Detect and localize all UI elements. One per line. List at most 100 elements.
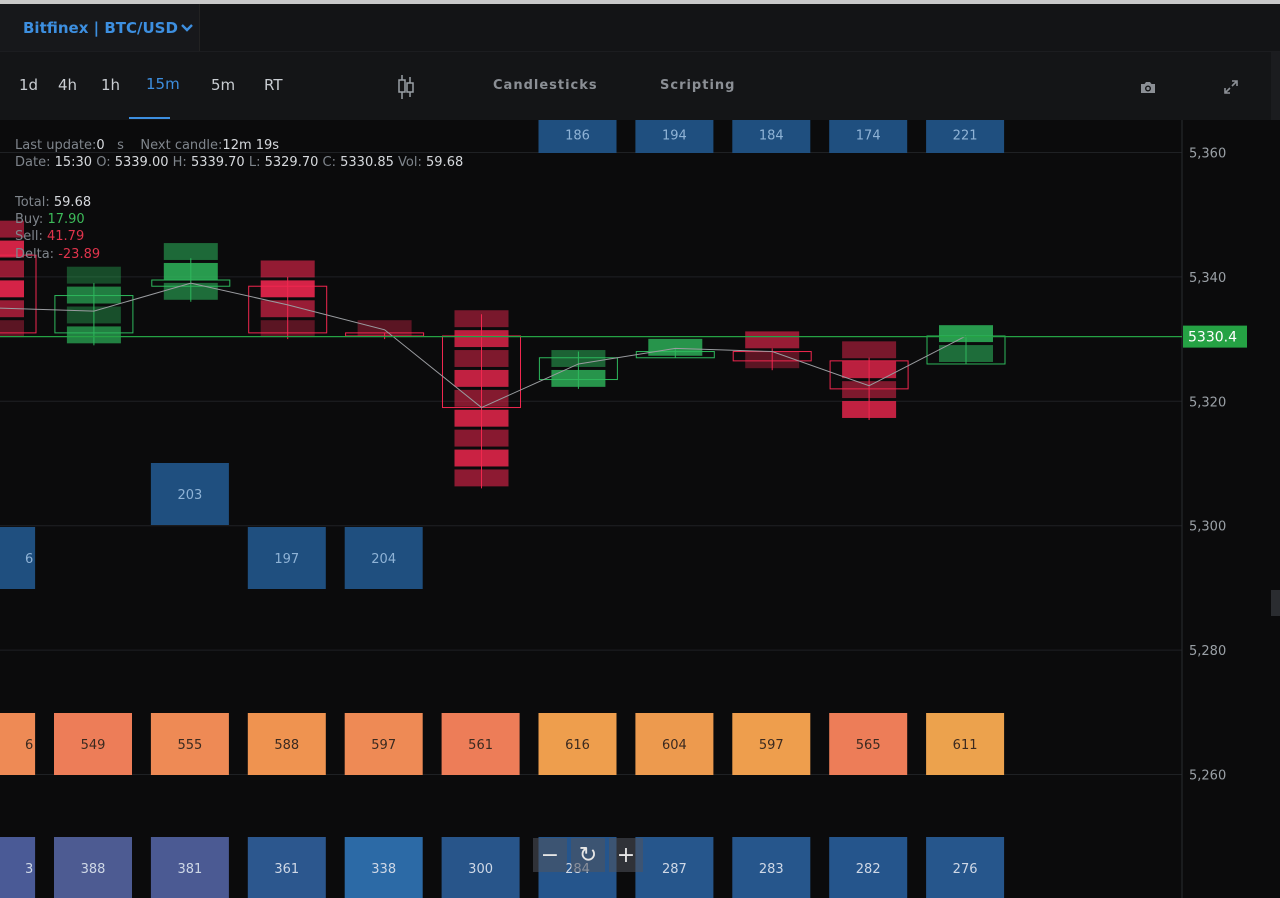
candlestick-icon[interactable] xyxy=(396,74,416,104)
candle-body xyxy=(0,254,37,334)
buy-info: Buy: 17.90 xyxy=(15,212,85,227)
volume-block xyxy=(926,120,1005,153)
volume-block xyxy=(0,527,36,589)
footprint-blocks: 186 194 184 174 221 203 6 197 204 6 549 555 588 597 56… xyxy=(0,120,1005,898)
volume-block-label: 197 xyxy=(274,552,299,567)
footprint-bar xyxy=(842,401,897,418)
volume-block-label: 282 xyxy=(856,862,881,877)
timeframe-5m[interactable]: 5m xyxy=(211,76,236,94)
price-axis-label: 5,360 xyxy=(1189,147,1226,162)
timeframe-4h[interactable]: 4h xyxy=(58,76,78,94)
volume-block xyxy=(54,713,132,775)
scripting-button[interactable]: Scripting xyxy=(660,78,736,93)
volume-block xyxy=(829,837,908,898)
timeframe-rt[interactable]: RT xyxy=(264,76,283,94)
volume-block xyxy=(150,463,229,525)
toolbar-right-edge xyxy=(1271,52,1280,120)
chevron-down-icon xyxy=(181,23,193,32)
footprint-bar xyxy=(0,280,24,298)
candlesticks-button[interactable]: Candlesticks xyxy=(493,78,598,93)
volume-block-label: 6 xyxy=(25,552,33,567)
volume-block xyxy=(247,527,326,589)
volume-block xyxy=(732,837,811,898)
volume-block-label: 561 xyxy=(468,738,493,753)
volume-block-label: 361 xyxy=(274,862,299,877)
footprint-bar xyxy=(454,429,509,447)
volume-block-label: 203 xyxy=(177,488,202,503)
volume-block xyxy=(247,713,326,775)
footprint-bar xyxy=(842,341,897,359)
footprint-bar xyxy=(0,320,24,338)
volume-block xyxy=(635,713,714,775)
chart-toolbar: 1d 4h 1h 15m 5m RT Candlesticks Scriptin… xyxy=(0,52,1280,120)
volume-block xyxy=(829,120,908,153)
timeframe-1h[interactable]: 1h xyxy=(101,76,121,94)
footprint-bar xyxy=(163,262,218,280)
current-price-tag xyxy=(1183,325,1247,348)
title-bar: Bitfinex | BTC/USD xyxy=(0,4,1280,52)
chart-canvas[interactable]: 186 194 184 174 221 203 6 197 204 6 549 555 588 597 56… xyxy=(0,120,1280,898)
footprint-bar xyxy=(260,280,315,298)
price-axis: 5,360 5,340 5,320 5,300 5,280 5,260 5330.4 xyxy=(1183,147,1247,784)
volume-block xyxy=(926,713,1005,775)
sell-info: Sell: 41.79 xyxy=(15,229,85,244)
volume-block-label: 300 xyxy=(468,862,493,877)
ohlc-info: Date: 15:30 O: 5339.00 H: 5339.70 L: 532… xyxy=(15,155,464,170)
volume-block xyxy=(344,837,423,898)
fullscreen-icon[interactable] xyxy=(1224,79,1238,98)
volume-block-label: 611 xyxy=(953,738,978,753)
reset-zoom-icon[interactable]: ↻ xyxy=(571,838,605,872)
volume-block-label: 555 xyxy=(177,738,202,753)
current-price-label: 5330.4 xyxy=(1188,330,1237,346)
volume-block xyxy=(0,837,36,898)
footprint-bar xyxy=(939,345,993,362)
volume-block xyxy=(926,837,1005,898)
footprint-bar xyxy=(745,351,800,369)
volume-block-label: 174 xyxy=(856,129,881,144)
zoom-out-icon[interactable]: − xyxy=(533,838,567,872)
exchange-selector[interactable]: Bitfinex | BTC/USD xyxy=(0,4,200,51)
volume-block-label: 204 xyxy=(371,552,396,567)
volume-block-label: 184 xyxy=(759,129,784,144)
footprint-bar xyxy=(66,266,121,284)
zoom-in-icon[interactable]: + xyxy=(609,838,643,872)
chart-overlays xyxy=(0,282,1182,409)
footprint-bar xyxy=(0,260,24,278)
volume-block-label: 338 xyxy=(371,862,396,877)
volume-block-label: 276 xyxy=(953,862,978,877)
volume-block xyxy=(441,713,520,775)
price-axis-label: 5,320 xyxy=(1189,395,1226,410)
window-top-border xyxy=(0,0,1280,4)
volume-block-label: 283 xyxy=(759,862,784,877)
active-timeframe-indicator xyxy=(129,117,170,119)
footprint-bar xyxy=(454,350,509,367)
candlestick-series xyxy=(0,220,1006,489)
volume-block-label: 388 xyxy=(81,862,106,877)
volume-block-label: 597 xyxy=(371,738,396,753)
footprint-bar xyxy=(551,369,606,387)
volume-block-label: 549 xyxy=(81,738,106,753)
footprint-bar xyxy=(454,369,509,387)
volume-block-label: 221 xyxy=(953,129,978,144)
volume-block xyxy=(732,713,811,775)
volume-block-label: 186 xyxy=(565,129,590,144)
timeframe-15m[interactable]: 15m xyxy=(146,75,180,93)
footprint-bar xyxy=(454,469,509,487)
footprint-bar xyxy=(842,381,897,399)
volume-block xyxy=(150,713,229,775)
candle-body xyxy=(345,332,425,337)
timeframe-1d[interactable]: 1d xyxy=(19,76,39,94)
camera-icon[interactable] xyxy=(1140,79,1156,98)
footprint-bar xyxy=(842,361,897,379)
volume-block xyxy=(538,120,617,153)
scroll-handle[interactable] xyxy=(1271,590,1280,616)
price-axis-label: 5,300 xyxy=(1189,520,1226,535)
volume-block-label: 287 xyxy=(662,862,687,877)
footprint-bar xyxy=(163,282,218,300)
volume-block-label: 616 xyxy=(565,738,590,753)
footprint-bar xyxy=(454,310,509,328)
volume-block xyxy=(344,713,423,775)
footprint-bar xyxy=(454,409,509,427)
volume-block xyxy=(0,713,36,775)
volume-block-label: 588 xyxy=(274,738,299,753)
